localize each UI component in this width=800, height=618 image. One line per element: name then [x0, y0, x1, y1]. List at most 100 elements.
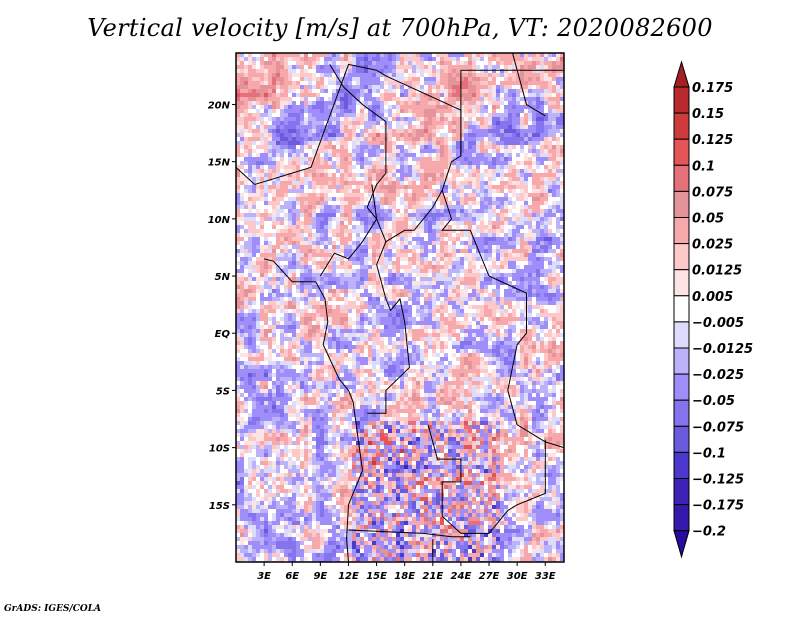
field-cell — [340, 153, 344, 157]
field-cell — [372, 289, 376, 293]
field-cell — [264, 269, 268, 273]
field-cell — [468, 253, 472, 257]
field-cell — [264, 193, 268, 197]
field-cell — [468, 141, 472, 145]
field-cell — [328, 169, 332, 173]
field-cell — [456, 197, 460, 201]
field-cell — [268, 237, 272, 241]
field-cell — [468, 269, 472, 273]
field-cell — [296, 129, 300, 133]
field-cell — [364, 221, 368, 225]
field-cell — [440, 65, 444, 69]
field-cell — [496, 65, 500, 69]
field-cell — [268, 229, 272, 233]
field-cell — [420, 201, 424, 205]
field-cell — [396, 293, 400, 297]
field-cell — [420, 273, 424, 277]
field-cell — [404, 53, 408, 57]
field-cell — [556, 149, 560, 153]
field-cell — [352, 293, 356, 297]
field-cell — [520, 133, 524, 137]
field-cell — [288, 221, 292, 225]
field-cell — [368, 289, 372, 293]
field-cell — [240, 189, 244, 193]
field-cell — [252, 217, 256, 221]
field-cell — [552, 273, 556, 277]
field-cell — [520, 137, 524, 141]
field-cell — [276, 53, 280, 57]
field-cell — [412, 169, 416, 173]
field-cell — [292, 81, 296, 85]
field-cell — [336, 229, 340, 233]
field-cell — [300, 177, 304, 181]
field-cell — [424, 249, 428, 253]
field-cell — [436, 113, 440, 117]
field-cell — [500, 141, 504, 145]
field-cell — [312, 149, 316, 153]
field-cell — [524, 137, 528, 141]
field-cell — [436, 213, 440, 217]
field-cell — [300, 269, 304, 273]
field-cell — [492, 101, 496, 105]
field-cell — [456, 57, 460, 61]
field-cell — [384, 249, 388, 253]
field-cell — [256, 173, 260, 177]
field-cell — [308, 233, 312, 237]
field-cell — [516, 265, 520, 269]
field-cell — [360, 141, 364, 145]
field-cell — [412, 201, 416, 205]
field-cell — [404, 137, 408, 141]
field-cell — [244, 189, 248, 193]
field-cell — [268, 233, 272, 237]
field-cell — [364, 169, 368, 173]
field-cell — [316, 173, 320, 177]
field-cell — [404, 85, 408, 89]
field-cell — [292, 197, 296, 201]
field-cell — [324, 185, 328, 189]
field-cell — [332, 121, 336, 125]
field-cell — [508, 241, 512, 245]
field-cell — [552, 245, 556, 249]
field-cell — [456, 185, 460, 189]
field-cell — [308, 273, 312, 277]
field-cell — [400, 277, 404, 281]
field-cell — [284, 89, 288, 93]
field-cell — [456, 253, 460, 257]
field-cell — [428, 233, 432, 237]
field-cell — [324, 141, 328, 145]
field-cell — [320, 169, 324, 173]
field-cell — [356, 161, 360, 165]
field-cell — [536, 273, 540, 277]
field-cell — [236, 69, 240, 73]
field-cell — [520, 257, 524, 261]
field-cell — [324, 241, 328, 245]
field-cell — [444, 53, 448, 57]
field-cell — [300, 69, 304, 73]
field-cell — [352, 185, 356, 189]
field-cell — [300, 197, 304, 201]
field-cell — [280, 273, 284, 277]
field-cell — [500, 277, 504, 281]
field-cell — [556, 89, 560, 93]
field-cell — [388, 77, 392, 81]
field-cell — [352, 101, 356, 105]
field-cell — [356, 205, 360, 209]
field-cell — [332, 197, 336, 201]
field-cell — [252, 133, 256, 137]
field-cell — [340, 57, 344, 61]
field-cell — [532, 89, 536, 93]
field-cell — [336, 97, 340, 101]
field-cell — [372, 129, 376, 133]
field-cell — [308, 289, 312, 293]
field-cell — [528, 177, 532, 181]
field-cell — [276, 89, 280, 93]
field-cell — [552, 189, 556, 193]
field-cell — [432, 53, 436, 57]
field-cell — [316, 245, 320, 249]
field-cell — [316, 185, 320, 189]
field-cell — [432, 97, 436, 101]
field-cell — [296, 293, 300, 297]
field-cell — [464, 245, 468, 249]
field-cell — [452, 233, 456, 237]
field-cell — [336, 125, 340, 129]
